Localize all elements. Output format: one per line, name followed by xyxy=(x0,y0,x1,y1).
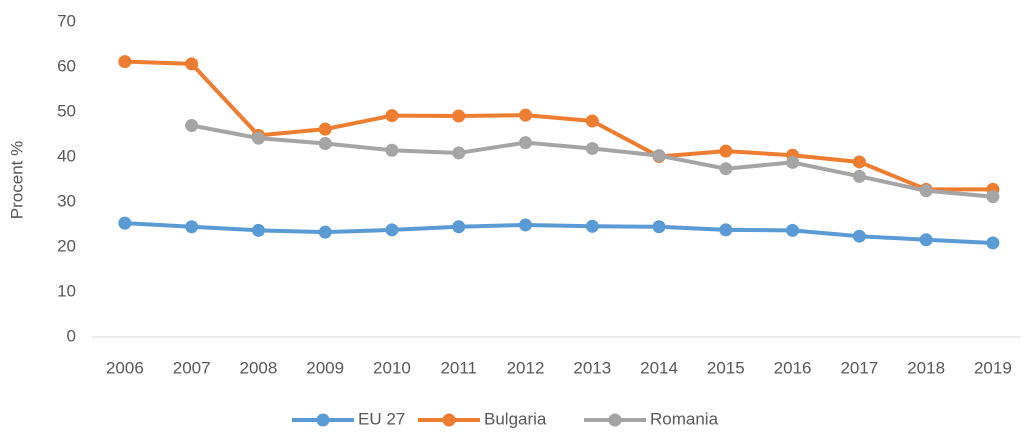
data-point xyxy=(652,149,666,163)
data-point xyxy=(519,218,533,232)
x-tick-label: 2011 xyxy=(440,358,477,377)
y-tick-label: 60 xyxy=(57,56,76,75)
y-tick-label: 50 xyxy=(57,101,76,120)
data-point xyxy=(852,229,866,243)
data-point xyxy=(585,114,599,128)
series-line xyxy=(191,123,994,199)
data-point xyxy=(318,122,332,136)
y-tick-label: 20 xyxy=(57,236,76,255)
x-tick-label: 2019 xyxy=(974,358,1012,377)
y-tick-label: 0 xyxy=(67,326,76,345)
x-tick-label: 2014 xyxy=(640,358,678,377)
data-point xyxy=(452,220,466,234)
data-point xyxy=(919,184,933,198)
data-point xyxy=(986,190,1000,204)
x-tick-label: 2008 xyxy=(240,358,278,377)
legend-label: Romania xyxy=(650,409,719,428)
series-line xyxy=(124,221,993,245)
data-point xyxy=(385,223,399,237)
x-tick-label: 2010 xyxy=(373,358,411,377)
legend-label: EU 27 xyxy=(358,409,405,428)
legend-label: Bulgaria xyxy=(484,409,547,428)
data-point xyxy=(652,220,666,234)
y-tick-label: 30 xyxy=(57,191,76,210)
data-point xyxy=(452,146,466,160)
x-tick-label: 2012 xyxy=(507,358,545,377)
data-point xyxy=(452,109,466,123)
data-point xyxy=(118,55,132,69)
data-point xyxy=(719,162,733,176)
data-point xyxy=(786,223,800,237)
x-tick-label: 2007 xyxy=(173,358,211,377)
y-tick-label: 70 xyxy=(57,11,76,30)
x-tick-label: 2016 xyxy=(774,358,812,377)
x-tick-label: 2009 xyxy=(306,358,344,377)
x-tick-label: 2015 xyxy=(707,358,745,377)
y-tick-label: 40 xyxy=(57,146,76,165)
x-tick-label: 2006 xyxy=(106,358,144,377)
data-point xyxy=(251,223,265,237)
y-axis-label: Procent % xyxy=(7,141,26,219)
x-tick-label: 2017 xyxy=(840,358,878,377)
data-point xyxy=(986,236,1000,250)
legend-marker xyxy=(316,413,330,427)
data-point xyxy=(585,141,599,155)
legend-marker xyxy=(608,413,622,427)
data-point xyxy=(585,219,599,233)
data-point xyxy=(385,143,399,157)
y-tick-label: 10 xyxy=(57,281,76,300)
data-point xyxy=(385,109,399,123)
series-line xyxy=(124,59,993,192)
data-point xyxy=(786,155,800,169)
data-point xyxy=(318,225,332,239)
data-point xyxy=(852,169,866,183)
data-point xyxy=(719,144,733,158)
data-point xyxy=(185,119,199,132)
x-tick-label: 2013 xyxy=(573,358,611,377)
data-point xyxy=(251,131,265,145)
data-point xyxy=(719,223,733,237)
data-point xyxy=(185,57,199,71)
data-point xyxy=(919,233,933,247)
legend-marker xyxy=(442,413,456,427)
data-point xyxy=(852,155,866,169)
data-point xyxy=(519,136,533,150)
data-point xyxy=(185,220,199,234)
data-point xyxy=(318,137,332,150)
data-point xyxy=(118,216,132,230)
x-tick-label: 2018 xyxy=(907,358,945,377)
data-point xyxy=(519,108,533,122)
